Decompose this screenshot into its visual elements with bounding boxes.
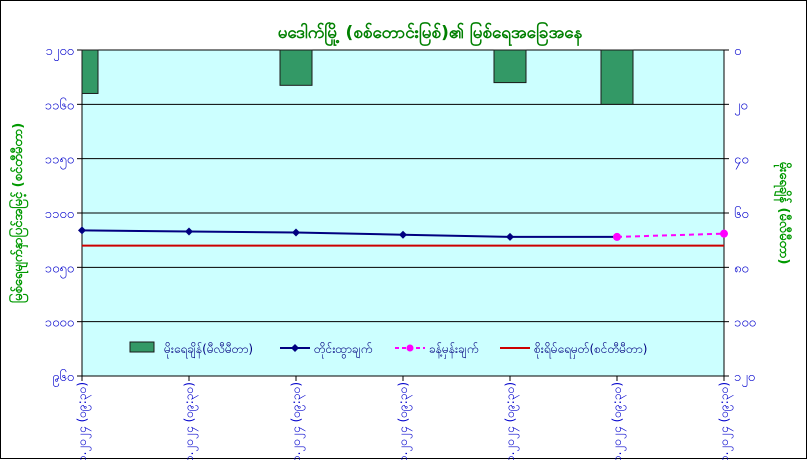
legend: မိုးရေချိန်(မီလီမီတာ) တိုင်းထွာချက် ခန့်မှ… [129, 341, 647, 359]
y-tick-label-right: ၆၀ [734, 206, 749, 222]
forecast-point [720, 229, 728, 238]
y-tick-label-right: ၀ [734, 44, 741, 59]
x-tick-label: ၅.၁၀.၂၀၂၄ (၀၉:၃၀) [503, 382, 520, 460]
y-tick-label-right: ၂၀ [734, 98, 748, 115]
y-tick-label-left: ၁၂၀၀ [46, 44, 74, 61]
chart-title: မဒေါက်မြို့ (စစ်တောင်းမြစ်)၏ မြစ်ရေအခြေအ… [278, 20, 583, 47]
y-tick-label-left: ၁၁၅၀ [45, 153, 74, 170]
rainfall-bar [493, 49, 527, 84]
y-axis-label-right: မိုးရေချိန် (မီလီမီတာ) [773, 162, 793, 265]
legend-label: တိုင်းထွာချက် [314, 341, 372, 359]
y-tick-label-right: ၁၂၀ [734, 370, 755, 387]
observed-point [399, 230, 407, 239]
observed-point [185, 227, 193, 236]
y-axis-label-left: မြစ်ရေမျက်နှာပြင်အမြင့် (စင်တီမီတာ) [8, 123, 29, 303]
x-tick-label: ၄.၁၀.၂၀၂၄ (၀၉:၃၀) [396, 382, 413, 460]
legend-swatch-rainfall [129, 341, 155, 353]
observed-point [506, 232, 514, 241]
legend-marker-observed [291, 344, 299, 352]
x-tick-label: ၁.၁၀.၂၀၂၄ (၀၉:၃၀) [75, 382, 92, 460]
y-tick-label-left: ၁၀၅၀ [45, 261, 74, 278]
y-tick-label-right: ၈၀ [734, 261, 749, 276]
x-tick-label: ၆.၁၀.၂၀၂၄ (၀၉:၃၀) [609, 382, 627, 460]
forecast-point [613, 232, 621, 241]
observed-line [81, 229, 617, 238]
y-tick-label-left: ၁၀၀၀ [45, 316, 74, 331]
rainfall-bar [600, 49, 634, 105]
y-tick-label-right: ၁၀၀ [734, 316, 756, 331]
x-tick-label: ၃.၁၀.၂၀၂၄ (၀၉:၃၀) [289, 382, 306, 460]
observed-point [78, 226, 86, 235]
x-tick-label: ၇.၁၀.၂၀၂၄ (၀၉:၃၀) [717, 382, 734, 460]
x-tick-label: ၂.၁၀.၂၀၂၄ (၀၉:၃၀) [182, 382, 199, 460]
observed-point [292, 228, 300, 237]
y-tick-label-left: ၁၁၀၀ [45, 207, 74, 222]
plot-area: ၉၆၀ ၁၀၀၀ ၁၀၅၀ ၁၁၀၀ ၁၁၅၀ ၁၁၆၀ ၁၂၀၀ ၀၂၀၄၀၆၀၈၀၁၀၀၁… [45, 44, 756, 460]
y-tick-label-left: ၉၆၀ [52, 369, 74, 387]
legend-label: ခန့်မှန်းချက် [429, 341, 478, 359]
y-tick-label-left: ၁၁၆၀ [45, 97, 74, 113]
rainfall-bar [279, 49, 313, 86]
rainfall-bar [81, 49, 99, 94]
legend-label: စိုးရိမ်ရေမှတ်(စင်တီမီတာ) [534, 341, 647, 359]
y-tick-label-right: ၄၀ [734, 153, 749, 170]
legend-label: မိုးရေချိန်(မီလီမီတာ) [164, 341, 253, 359]
legend-marker-forecast [406, 344, 414, 352]
